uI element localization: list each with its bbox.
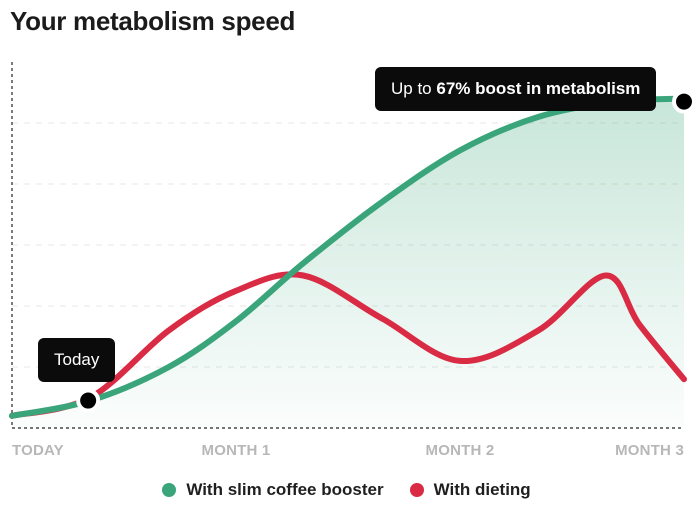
chart-legend: With slim coffee booster With dieting <box>0 480 693 500</box>
today-marker <box>76 388 101 413</box>
legend-item-booster: With slim coffee booster <box>162 480 384 500</box>
legend-dot-dieting <box>409 483 424 497</box>
x-tick-label: MONTH 2 <box>426 442 495 459</box>
today-callout: Today <box>38 338 116 382</box>
legend-label-dieting: With dieting <box>433 480 531 499</box>
boost-callout-value: 67% boost in metabolism <box>436 79 641 98</box>
legend-label-booster: With slim coffee booster <box>186 480 384 499</box>
legend-item-dieting: With dieting <box>409 480 531 500</box>
x-tick-label: MONTH 1 <box>202 442 271 459</box>
x-tick-label: TODAY <box>12 442 64 459</box>
series-line-with-dieting <box>9 271 687 419</box>
boost-callout-prefix: Up to <box>391 79 437 98</box>
boost-callout: Up to 67% boost in metabolism <box>375 67 657 111</box>
metabolism-chart: TODAY MONTH 1 MONTH 2 MONTH 3 <box>9 62 693 459</box>
boost-marker <box>672 89 693 114</box>
chart-title: Your metabolism speed <box>10 6 296 36</box>
today-callout-label: Today <box>54 350 100 369</box>
x-tick-label: MONTH 3 <box>615 442 684 459</box>
legend-dot-booster <box>162 483 177 497</box>
